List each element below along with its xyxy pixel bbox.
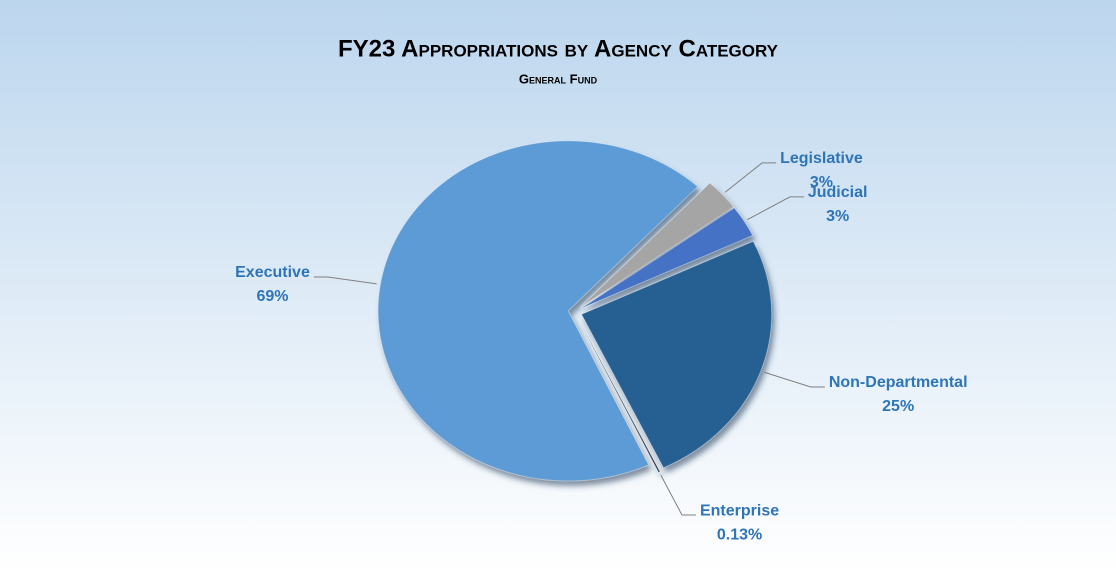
value-label: 3% [826, 208, 849, 225]
chart-subtitle: General Fund [519, 71, 598, 86]
pie-slice [577, 318, 661, 473]
leader-line [764, 371, 825, 388]
value-label: 0.13% [717, 526, 762, 543]
chart-title: FY23 Appropriations by Agency Category [338, 35, 779, 62]
slice-label: Legislative [780, 150, 863, 167]
value-label: 25% [882, 398, 914, 415]
leader-line [747, 196, 804, 221]
pie-slice [377, 140, 699, 482]
pie-slice [580, 207, 754, 309]
leader-line [660, 474, 696, 516]
slice-label: Executive [235, 264, 310, 281]
slice-label: Enterprise [700, 502, 779, 519]
value-label: 3% [810, 174, 833, 191]
value-label: 69% [256, 288, 288, 305]
pie-slice [579, 182, 735, 308]
slice-label: Judicial [808, 184, 868, 201]
pie-slice [580, 240, 773, 469]
leader-line [313, 276, 377, 285]
pie [377, 140, 773, 482]
leader-line [724, 162, 777, 193]
slice-label: Non-Departmental [829, 374, 968, 391]
